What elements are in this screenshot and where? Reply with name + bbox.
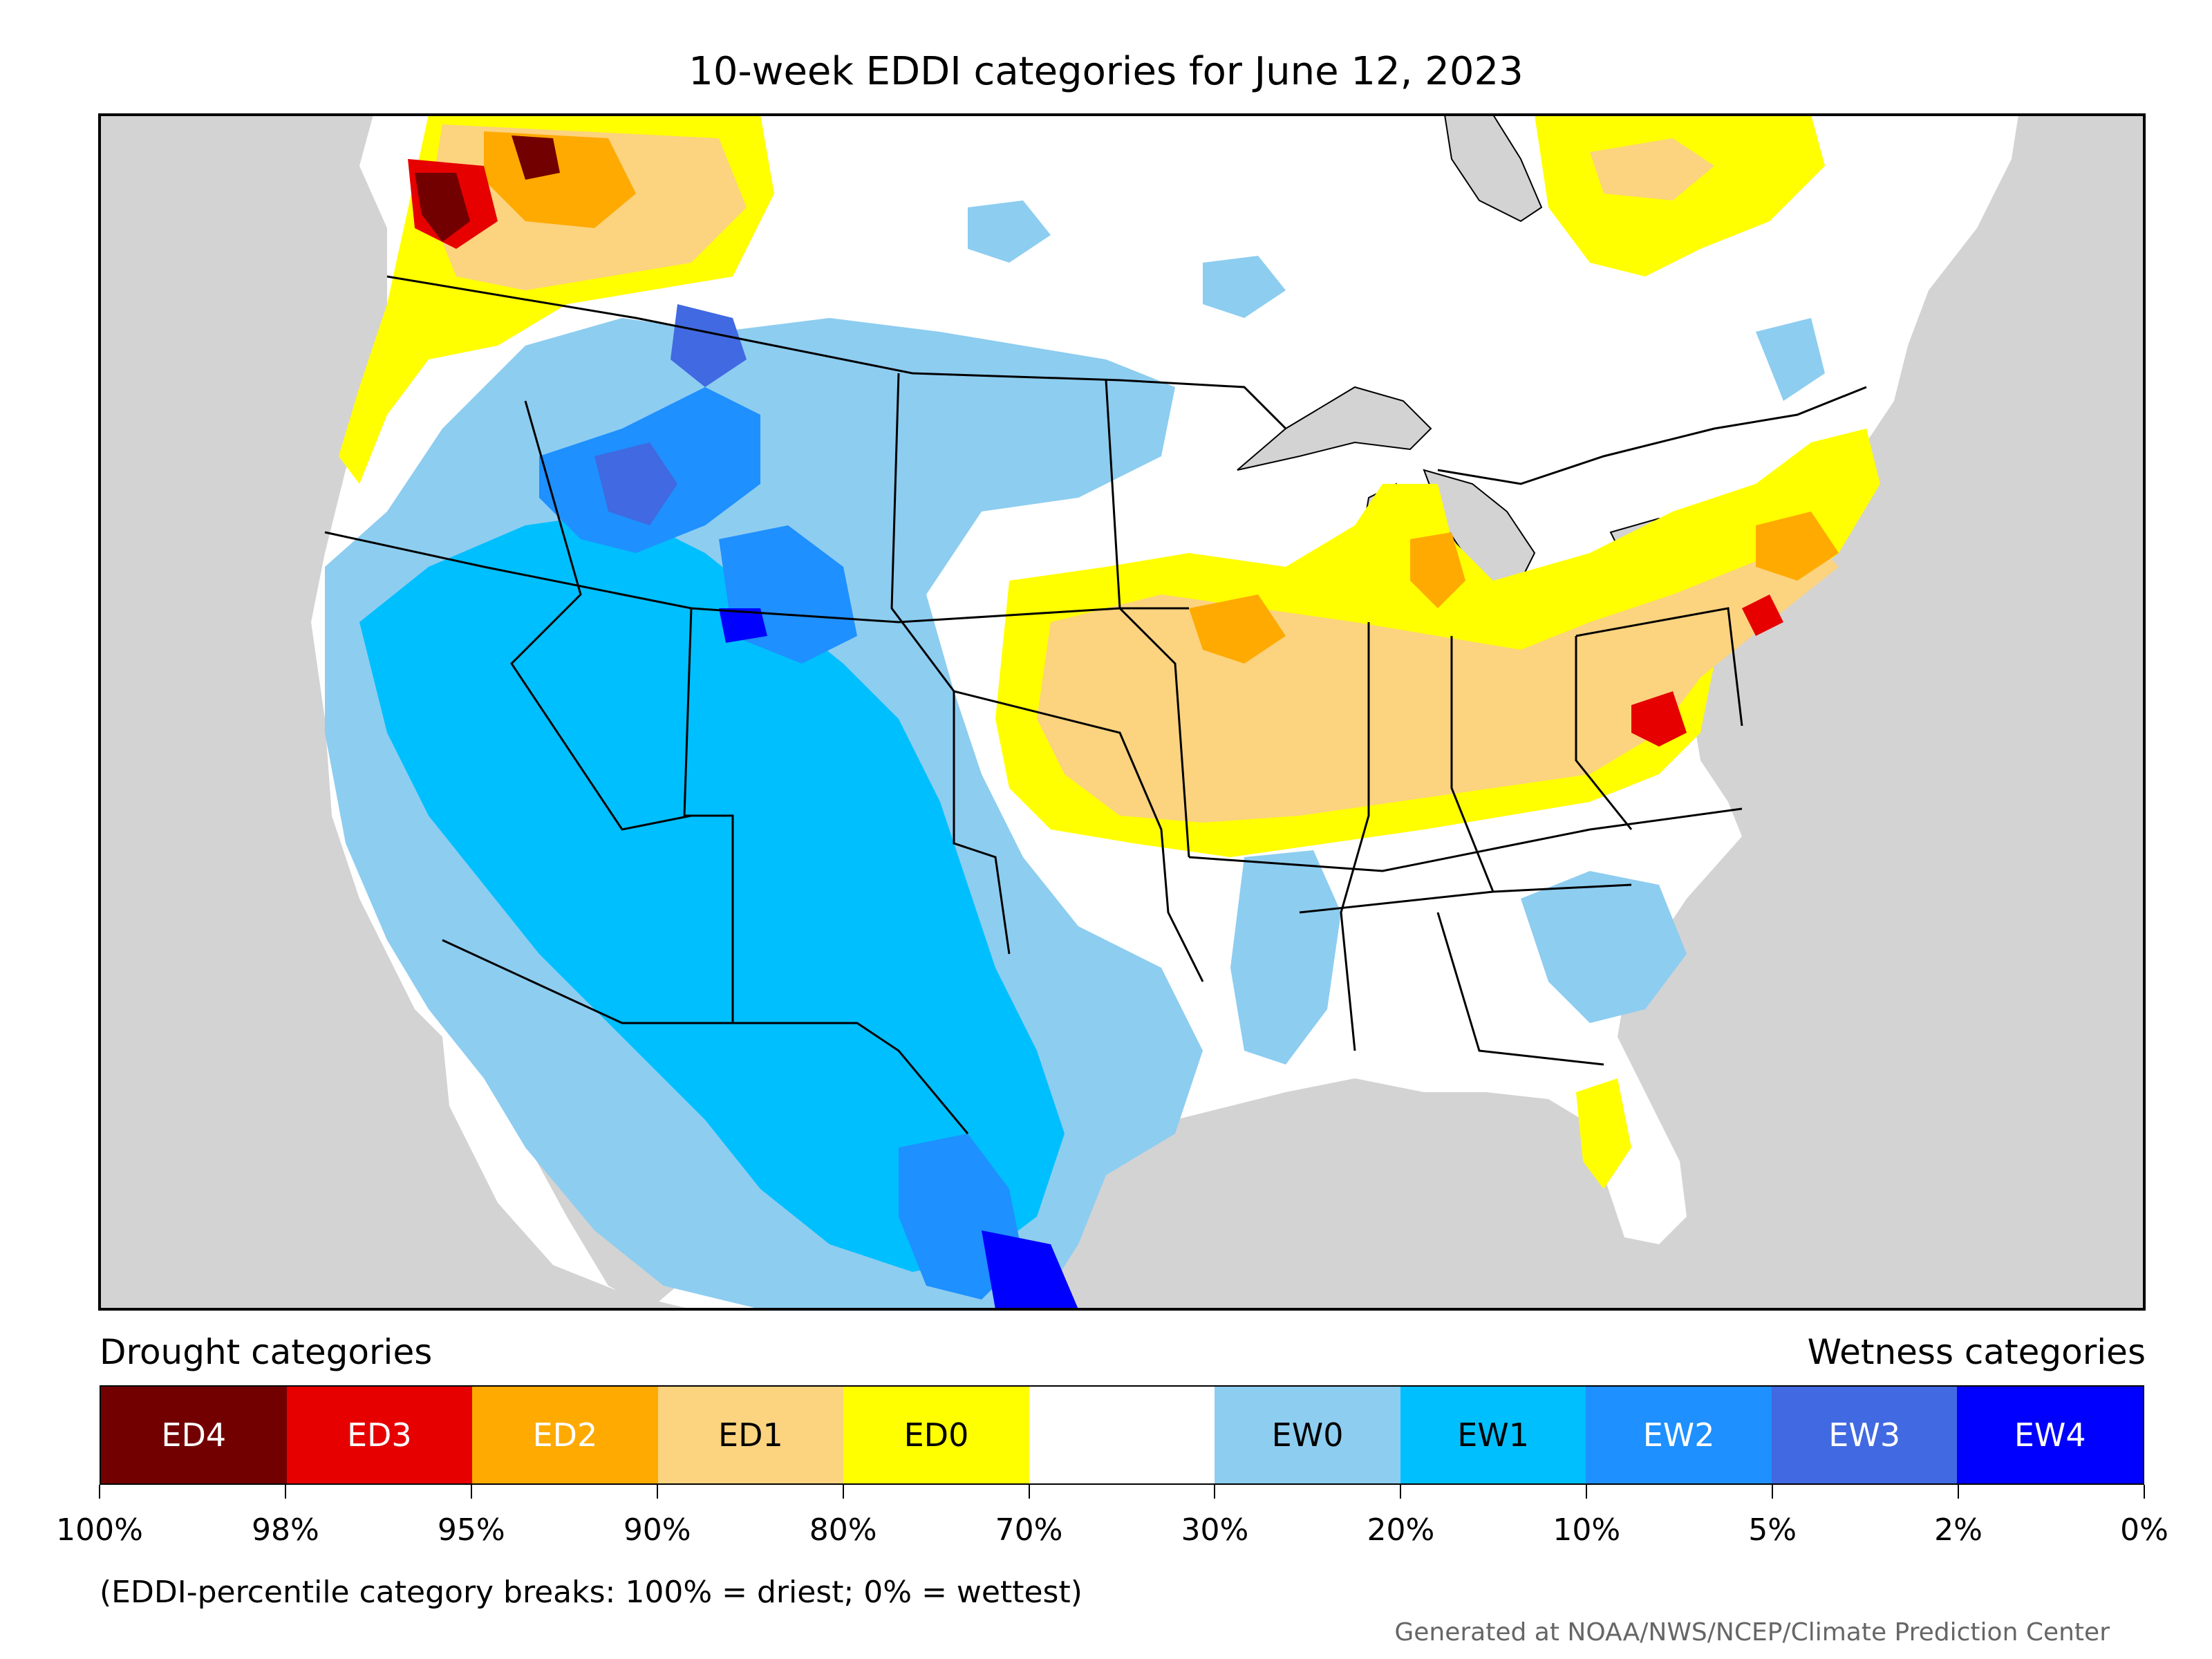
legend-tick-label: 98% bbox=[252, 1512, 319, 1548]
legend-tick-label: 5% bbox=[1748, 1512, 1797, 1548]
boundaries bbox=[324, 275, 1867, 1134]
drought-categories-heading: Drought categories bbox=[100, 1332, 433, 1372]
legend-tick-label: 30% bbox=[1181, 1512, 1249, 1548]
legend-tick-label: 100% bbox=[56, 1512, 143, 1548]
legend-swatch-ed4: ED4 bbox=[101, 1387, 287, 1483]
legend-tick-label: 95% bbox=[437, 1512, 505, 1548]
legend-tick-label: 10% bbox=[1553, 1512, 1621, 1548]
legend-tick bbox=[1772, 1485, 1774, 1499]
map-title: 10-week EDDI categories for June 12, 202… bbox=[688, 49, 1524, 94]
legend-swatch-ew0: EW0 bbox=[1215, 1387, 1400, 1483]
legend-tick bbox=[1028, 1485, 1030, 1499]
legend-tick bbox=[1586, 1485, 1588, 1499]
legend-swatch-ew2: EW2 bbox=[1586, 1387, 1772, 1483]
legend-tick bbox=[842, 1485, 844, 1499]
legend-swatch-ed1: ED1 bbox=[657, 1387, 844, 1483]
legend-tick-label: 90% bbox=[623, 1512, 691, 1548]
legend-tick bbox=[99, 1485, 100, 1499]
drought-areas bbox=[339, 115, 1880, 1189]
legend-swatch-ew3: EW3 bbox=[1771, 1387, 1958, 1483]
legend-swatch-ed2: ED2 bbox=[472, 1387, 658, 1483]
legend-tick-label: 20% bbox=[1367, 1512, 1435, 1548]
legend-tick bbox=[470, 1485, 472, 1499]
legend-swatch-ed3: ED3 bbox=[286, 1387, 473, 1483]
legend-swatch-neutral bbox=[1029, 1387, 1215, 1483]
legend-tick bbox=[1400, 1485, 1402, 1499]
legend-tick bbox=[2144, 1485, 2145, 1499]
legend-tick-label: 0% bbox=[2120, 1512, 2168, 1548]
legend-swatch-ed0: ED0 bbox=[843, 1387, 1029, 1483]
hudson-bay bbox=[1443, 115, 1543, 223]
lake-superior bbox=[1237, 386, 1432, 471]
legend-tick bbox=[284, 1485, 286, 1499]
footnote: (EDDI-percentile category breaks: 100% =… bbox=[100, 1575, 1082, 1610]
wetness-categories-heading: Wetness categories bbox=[1807, 1332, 2146, 1372]
legend-color-bar: ED4 ED3 ED2 ED1 ED0 EW0 EW1 EW2 EW3 EW4 bbox=[100, 1385, 2144, 1485]
credit-line: Generated at NOAA/NWS/NCEP/Climate Predi… bbox=[1394, 1618, 2110, 1647]
legend-tick bbox=[656, 1485, 658, 1499]
legend-tick-label: 2% bbox=[1934, 1512, 1983, 1548]
legend-tick-label: 70% bbox=[995, 1512, 1063, 1548]
legend-swatch-ew4: EW4 bbox=[1957, 1387, 2144, 1483]
legend-swatch-ew1: EW1 bbox=[1400, 1387, 1586, 1483]
legend-tick bbox=[1214, 1485, 1216, 1499]
legend-tick bbox=[1958, 1485, 1960, 1499]
map-frame bbox=[98, 113, 2146, 1311]
legend-tick-label: 80% bbox=[809, 1512, 877, 1548]
